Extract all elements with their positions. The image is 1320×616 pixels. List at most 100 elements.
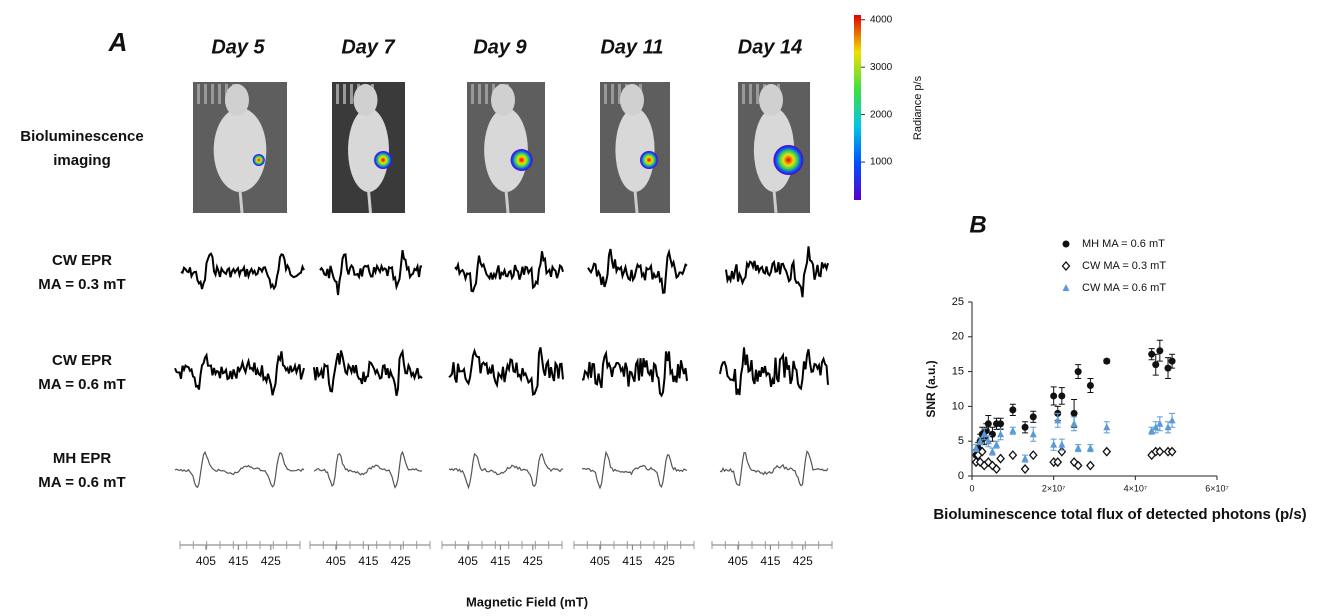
point: [1168, 357, 1176, 365]
cage-bar: [756, 84, 759, 104]
mouse-head: [491, 84, 515, 116]
cage-bar: [618, 84, 621, 104]
y-tick-label: 5: [958, 435, 964, 447]
y-axis-label: SNR (a.u.): [924, 360, 938, 417]
point: [1074, 444, 1082, 452]
point: [1152, 423, 1160, 431]
point: [1086, 460, 1095, 471]
field-tick-label: 425: [261, 554, 281, 568]
point: [1050, 392, 1058, 400]
mouse-body: [348, 108, 389, 192]
mouse-tail: [772, 189, 778, 214]
field-tick-label: 425: [523, 554, 543, 568]
epr-trace: [725, 246, 829, 298]
point: [1021, 423, 1029, 431]
epr-trace: [719, 347, 829, 396]
point: [1164, 364, 1172, 372]
epr-trace: [448, 347, 564, 396]
field-tick-label: 415: [622, 554, 642, 568]
mouse-tail: [504, 189, 510, 214]
cage-bar: [471, 84, 474, 104]
point: [1061, 261, 1071, 271]
mouse-tail: [238, 189, 244, 214]
day-label: Day 7: [341, 36, 395, 58]
field-tick-label: 415: [358, 554, 378, 568]
epr-trace: [319, 250, 423, 296]
colorbar-tick-label: 2000: [870, 109, 893, 120]
point: [1164, 423, 1172, 431]
point: [988, 430, 996, 438]
row-label: Bioluminescence: [20, 128, 143, 145]
point: [975, 457, 985, 468]
point: [1167, 446, 1177, 457]
panel-label: B: [969, 211, 986, 238]
x-tick-label: 6×10⁷: [1205, 483, 1229, 493]
y-tick-label: 25: [952, 296, 964, 308]
point: [1073, 460, 1083, 471]
point: [1070, 409, 1078, 417]
colorbar-tick-label: 1000: [870, 157, 893, 168]
cage-bar: [197, 84, 200, 104]
point: [1148, 426, 1156, 434]
point: [977, 446, 987, 457]
point: [1029, 430, 1037, 438]
cage-bar: [485, 84, 488, 104]
mouse-body: [484, 108, 528, 192]
mouse-tail: [367, 189, 372, 214]
row-label: MA = 0.3 mT: [38, 276, 125, 293]
cage-bar: [611, 84, 614, 104]
point: [1050, 440, 1058, 448]
day-label: Day 14: [738, 36, 803, 58]
field-tick-label: 425: [793, 554, 813, 568]
mouse-head: [225, 84, 249, 116]
point: [1029, 413, 1037, 421]
day-label: Day 11: [600, 36, 663, 58]
colorbar-tick-label: 3000: [870, 62, 893, 73]
point: [984, 420, 992, 428]
epr-trace: [581, 349, 688, 398]
cage-bar: [336, 84, 339, 104]
y-tick-label: 0: [958, 470, 964, 482]
epr-trace: [581, 450, 688, 490]
field-tick-label: 415: [760, 554, 780, 568]
tumor: [510, 149, 533, 171]
row-label: MA = 0.6 mT: [38, 474, 125, 491]
point: [1155, 446, 1165, 457]
tumor: [374, 151, 393, 169]
field-tick-label: 425: [655, 554, 675, 568]
x-tick-label: 2×10⁷: [1042, 483, 1066, 493]
point: [1020, 464, 1030, 475]
cage-bar: [478, 84, 481, 104]
point: [1054, 416, 1062, 424]
colorbar-tick-label: 4000: [870, 14, 893, 25]
tumor: [640, 151, 658, 169]
epr-trace: [174, 351, 305, 396]
point: [988, 460, 997, 471]
day-label: Day 5: [211, 36, 265, 58]
field-tick-label: 415: [228, 554, 248, 568]
epr-trace: [719, 450, 829, 487]
point: [997, 430, 1005, 438]
legend-label: CW MA = 0.6 mT: [1082, 282, 1166, 294]
point: [1062, 240, 1070, 248]
legend-label: CW MA = 0.3 mT: [1082, 260, 1166, 272]
point: [1028, 450, 1038, 461]
epr-trace: [180, 252, 305, 291]
point: [1102, 446, 1112, 457]
point: [992, 464, 1001, 475]
point: [1086, 444, 1094, 452]
cage-bar: [211, 84, 214, 104]
row-label: MA = 0.6 mT: [38, 376, 125, 393]
field-tick-label: 415: [490, 554, 510, 568]
panel-label: A: [108, 27, 128, 57]
colorbar: [854, 15, 861, 200]
cage-bar: [350, 84, 353, 104]
mouse-body: [213, 108, 267, 192]
cage-bar: [604, 84, 607, 104]
row-label: MH EPR: [53, 450, 112, 467]
point: [1021, 454, 1029, 462]
cage-bar: [343, 84, 346, 104]
row-label: CW EPR: [52, 352, 112, 369]
point: [988, 447, 996, 455]
